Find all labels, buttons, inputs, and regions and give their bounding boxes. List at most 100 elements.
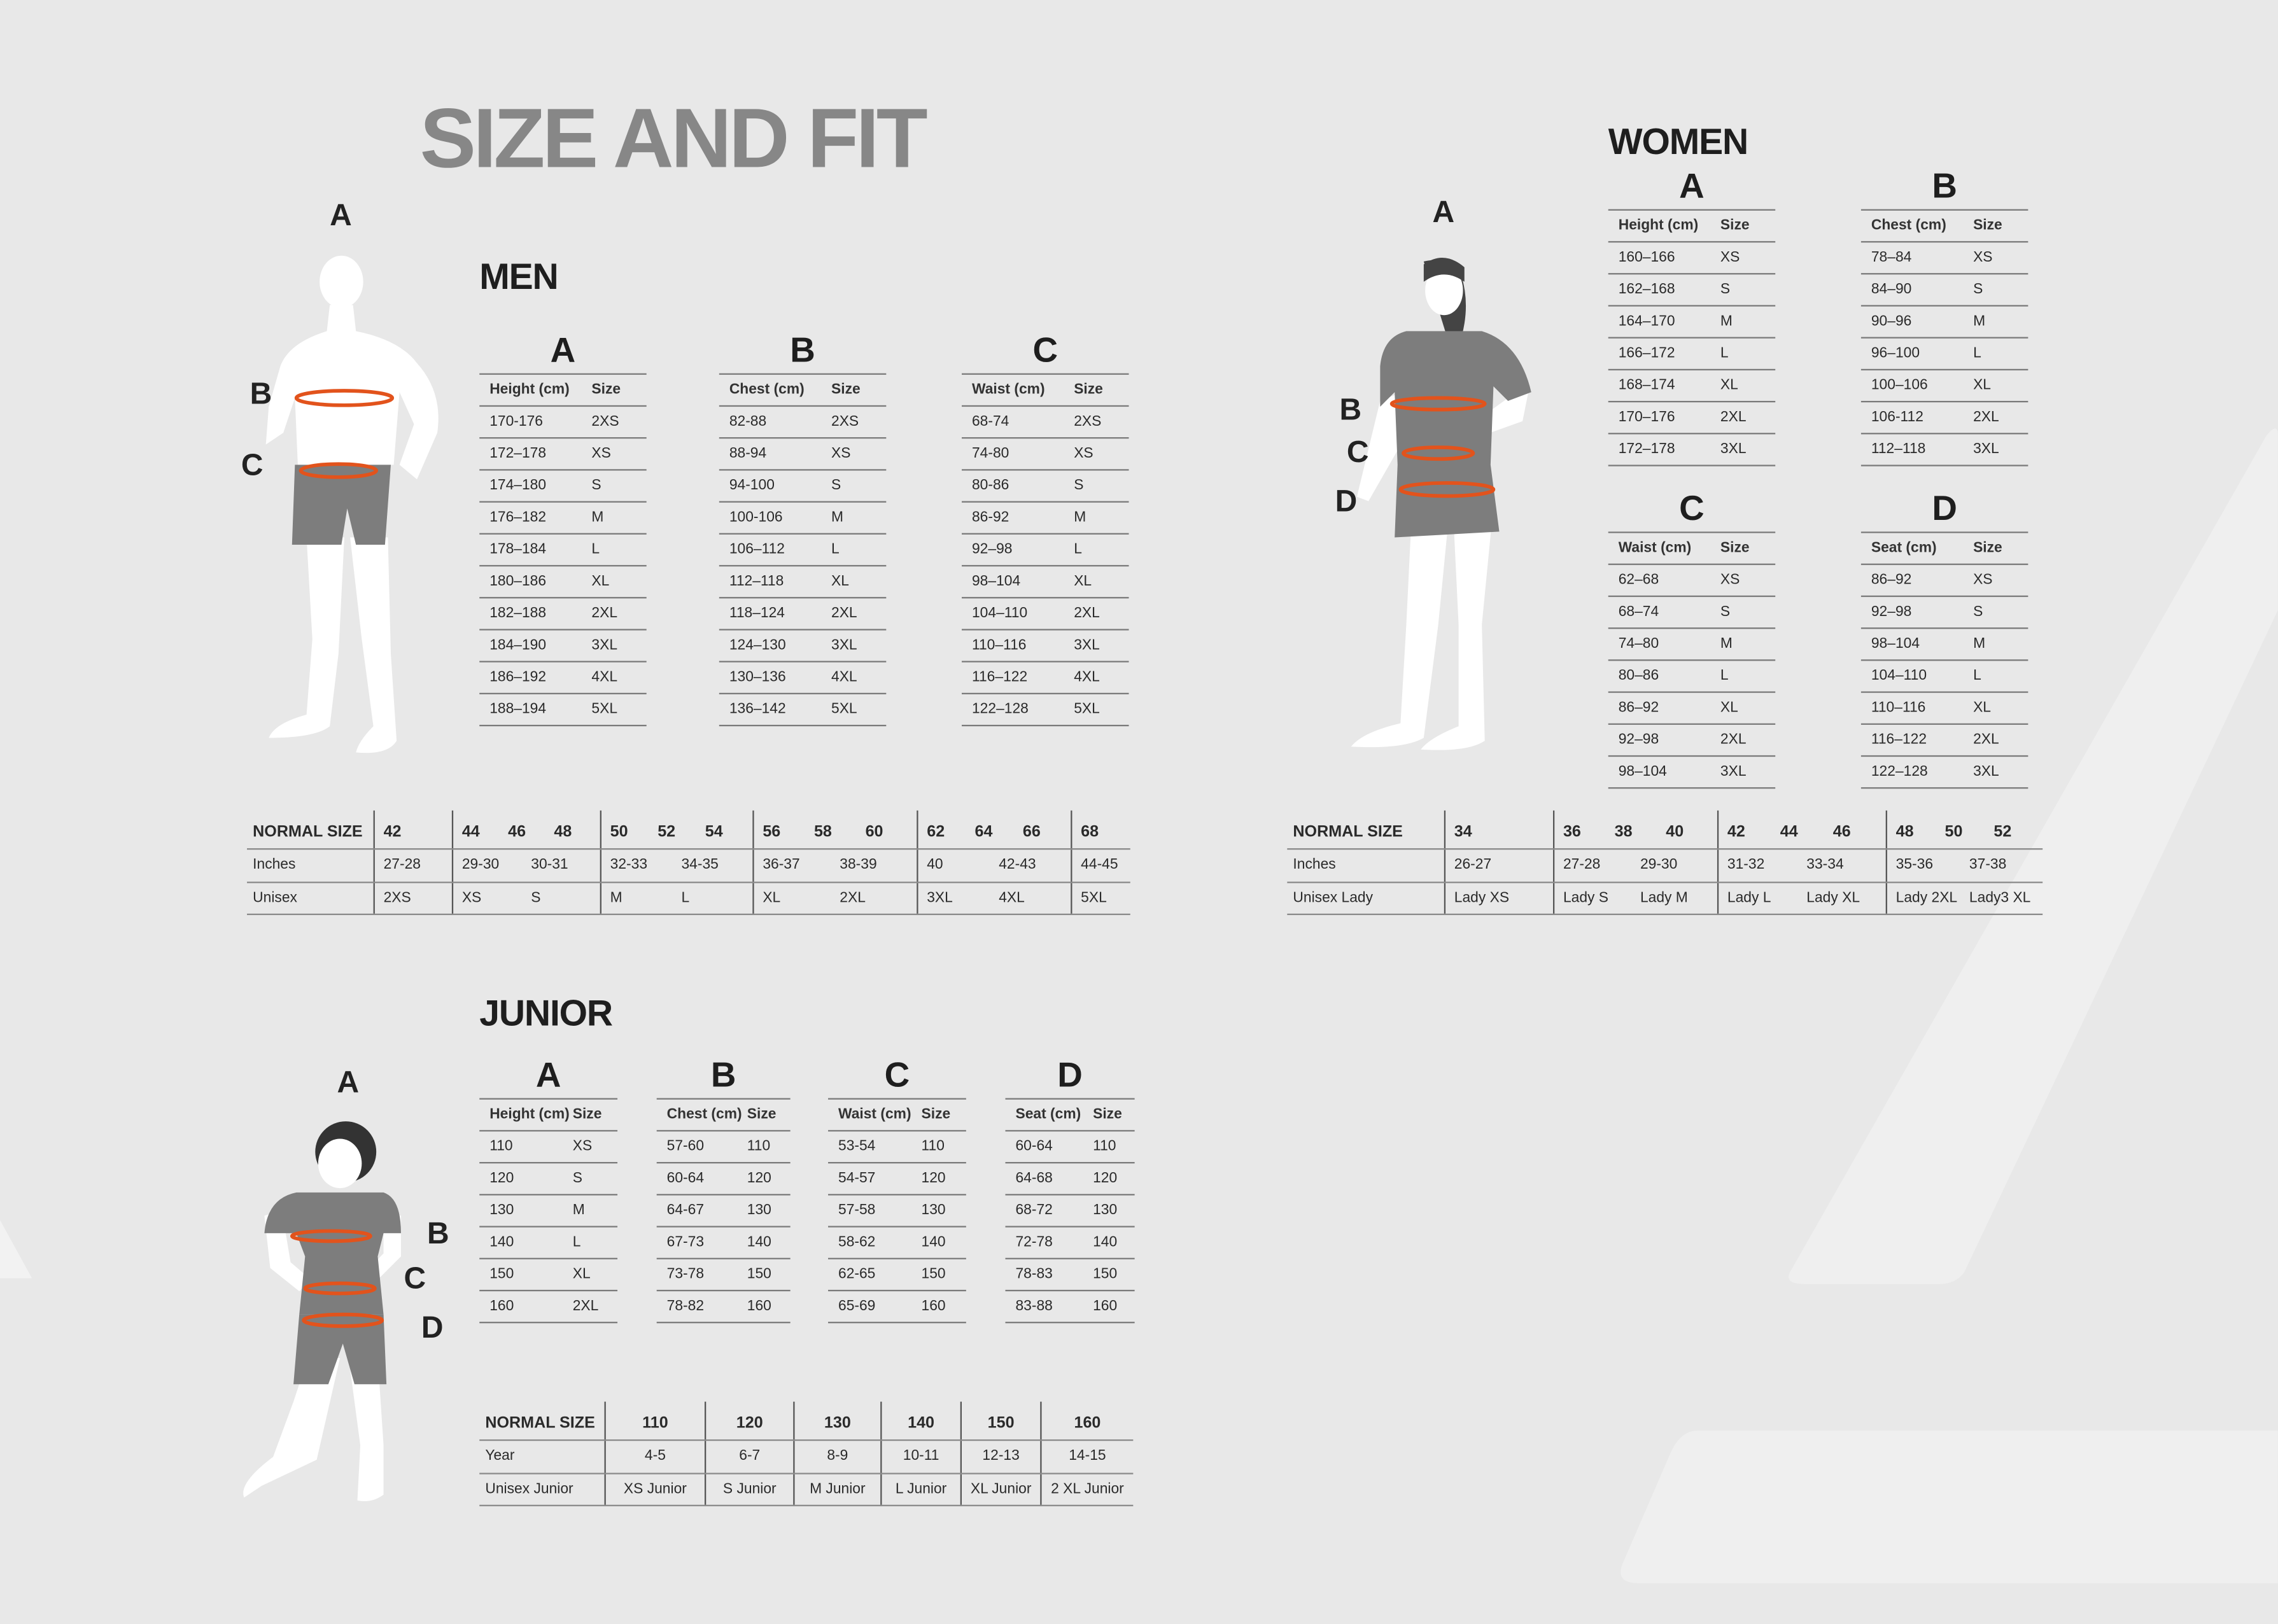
size-group-cell: Lady S Lady M — [1552, 882, 1717, 914]
measure-range: 98–104 — [971, 573, 1021, 590]
measure-range: 68-74 — [971, 414, 1009, 430]
measure-range: 86–92 — [1871, 572, 1912, 589]
table-row: 184–190 3XL — [479, 631, 647, 662]
table-row: 68-72 130 — [1005, 1195, 1135, 1228]
size-value: L — [1973, 668, 1981, 685]
women-figure-label-b: B — [1339, 393, 1362, 428]
size-value: 3XL — [831, 638, 857, 654]
column-header-size: Size — [1720, 540, 1750, 557]
measure-range: 84–90 — [1871, 281, 1912, 298]
table-row: 140 L — [479, 1228, 618, 1259]
cell-value: 40 — [927, 857, 943, 873]
cell-value: 150 — [987, 1415, 1015, 1432]
junior-figure-label-c: C — [404, 1262, 426, 1296]
table-row: 106–112 L — [719, 535, 887, 567]
size-value: M — [591, 510, 604, 526]
measure-range: 110–116 — [971, 638, 1027, 654]
cell-value: 36-37 — [763, 857, 800, 873]
cell-value: 40 — [1666, 823, 1684, 841]
size-value: 2XL — [591, 605, 618, 622]
measure-range: 62–68 — [1618, 572, 1659, 589]
row-label: Unisex Junior — [485, 1481, 573, 1497]
table-row: 112–118 XL — [719, 566, 887, 599]
size-value: 2XL — [1720, 409, 1747, 426]
size-value: 4XL — [591, 669, 618, 686]
size-value: 4XL — [831, 669, 857, 686]
normal-size-row-inches: Inches 26-27 27-28 29-30 31-32 33-34 35-36 37-3… — [1287, 850, 2043, 883]
junior-figure-label-a: A — [337, 1066, 360, 1100]
table-row: 78-83 150 — [1005, 1259, 1135, 1292]
men-ring-b — [294, 389, 395, 407]
measure-range: 174–180 — [489, 477, 547, 494]
column-header-size: Size — [591, 382, 621, 398]
size-value: XS — [1720, 249, 1740, 266]
table-row: 80-86 S — [962, 471, 1129, 503]
column-header-measure: Waist (cm) — [838, 1107, 911, 1123]
size-value: XS — [1720, 572, 1740, 589]
cell-value: S — [531, 890, 541, 906]
table-letter: A — [1679, 167, 1705, 207]
size-group-cell: 40 42-43 — [917, 850, 1071, 881]
size-group-cell: XS S — [451, 882, 600, 914]
size-value: 110 — [747, 1138, 771, 1155]
size-value: L — [1720, 346, 1729, 362]
cell-value: 42-43 — [999, 857, 1036, 873]
cell-value: L — [681, 890, 690, 906]
table-row: 164–170 M — [1608, 307, 1776, 339]
size-value: M — [1720, 636, 1733, 652]
measure-range: 104–110 — [1871, 668, 1927, 685]
measure-range: 106-112 — [1871, 409, 1923, 426]
size-value: M — [1973, 636, 1986, 652]
cell-value: Lady 2XL — [1895, 890, 1958, 906]
measure-range: 116–122 — [971, 669, 1028, 686]
cell-value: 42 — [1727, 823, 1745, 841]
table-row: 74–80 M — [1608, 629, 1776, 661]
measure-range: 54-57 — [838, 1170, 876, 1187]
junior-ring-b — [290, 1229, 372, 1243]
table-row: 120 S — [479, 1163, 618, 1196]
cell-value: 42 — [383, 823, 402, 841]
measure-range: 112–118 — [729, 573, 784, 590]
cell-value: 14-15 — [1069, 1448, 1106, 1464]
junior-normal-size-table: NORMAL SIZE 110 120 130 140 150 160 Year 4-5 6-7 8… — [479, 1401, 1134, 1506]
cell-value: 8-9 — [827, 1448, 848, 1464]
measure-range: 122–128 — [1871, 764, 1928, 780]
measure-range: 74-80 — [971, 445, 1009, 462]
size-value: S — [1074, 477, 1084, 494]
size-value: S — [1973, 281, 1983, 298]
normal-size-row-sizes: NORMAL SIZE 42 44 46 48 50 52 54 56 58 60 62 64 66 68 — [247, 810, 1130, 850]
women-figure-label-c: C — [1346, 435, 1369, 470]
cell-value: Lady3 XL — [1969, 890, 2031, 906]
size-group-cell: 42 44 46 — [1717, 810, 1886, 848]
measure-range: 124–130 — [729, 638, 786, 654]
junior-table-c: C Waist (cm) Size 53-54 110 54-57 120 57-58 130 5… — [828, 1054, 966, 1324]
cell-value: 46 — [508, 823, 526, 841]
measure-range: 100-106 — [729, 510, 783, 526]
women-ring-c — [1402, 445, 1475, 461]
cell-value: Lady XS — [1454, 890, 1510, 906]
women-table-d: D Seat (cm) Size 86–92 XS 92–98 S 98–104 M 104–11… — [1860, 488, 2028, 789]
table-row: 130–136 4XL — [719, 662, 887, 695]
table-row: 110–116 XL — [1860, 693, 2028, 725]
measure-range: 98–104 — [1618, 764, 1667, 780]
table-row: 116–122 4XL — [962, 662, 1129, 695]
measure-range: 68–74 — [1618, 604, 1659, 620]
size-group-cell: 3XL 4XL — [917, 882, 1071, 914]
measure-range: 110 — [489, 1138, 513, 1155]
cell-value: 4-5 — [644, 1448, 666, 1464]
size-value: S — [1720, 604, 1731, 620]
table-row: 78-82 160 — [656, 1291, 791, 1324]
size-value: XL — [1973, 377, 1991, 394]
table-row: 73-78 150 — [656, 1259, 791, 1292]
men-table-c: C Waist (cm) Size 68-74 2XS 74-80 XS 80-86 S 86-9… — [962, 330, 1129, 727]
normal-size-row-sizes: NORMAL SIZE 110 120 130 140 150 160 — [479, 1401, 1134, 1441]
size-value: XL — [1720, 700, 1738, 717]
men-figure-label-c: C — [241, 449, 264, 482]
size-value: S — [1973, 604, 1983, 620]
size-value: 2XL — [1973, 409, 1999, 426]
table-row: 160 2XL — [479, 1291, 618, 1324]
measure-range: 172–178 — [1618, 441, 1675, 458]
cell-value: 66 — [1022, 823, 1041, 841]
cell-value: 5XL — [1081, 890, 1107, 906]
normal-size-row-inches: Year 4-5 6-7 8-9 10-11 12-13 14-15 — [479, 1441, 1134, 1474]
